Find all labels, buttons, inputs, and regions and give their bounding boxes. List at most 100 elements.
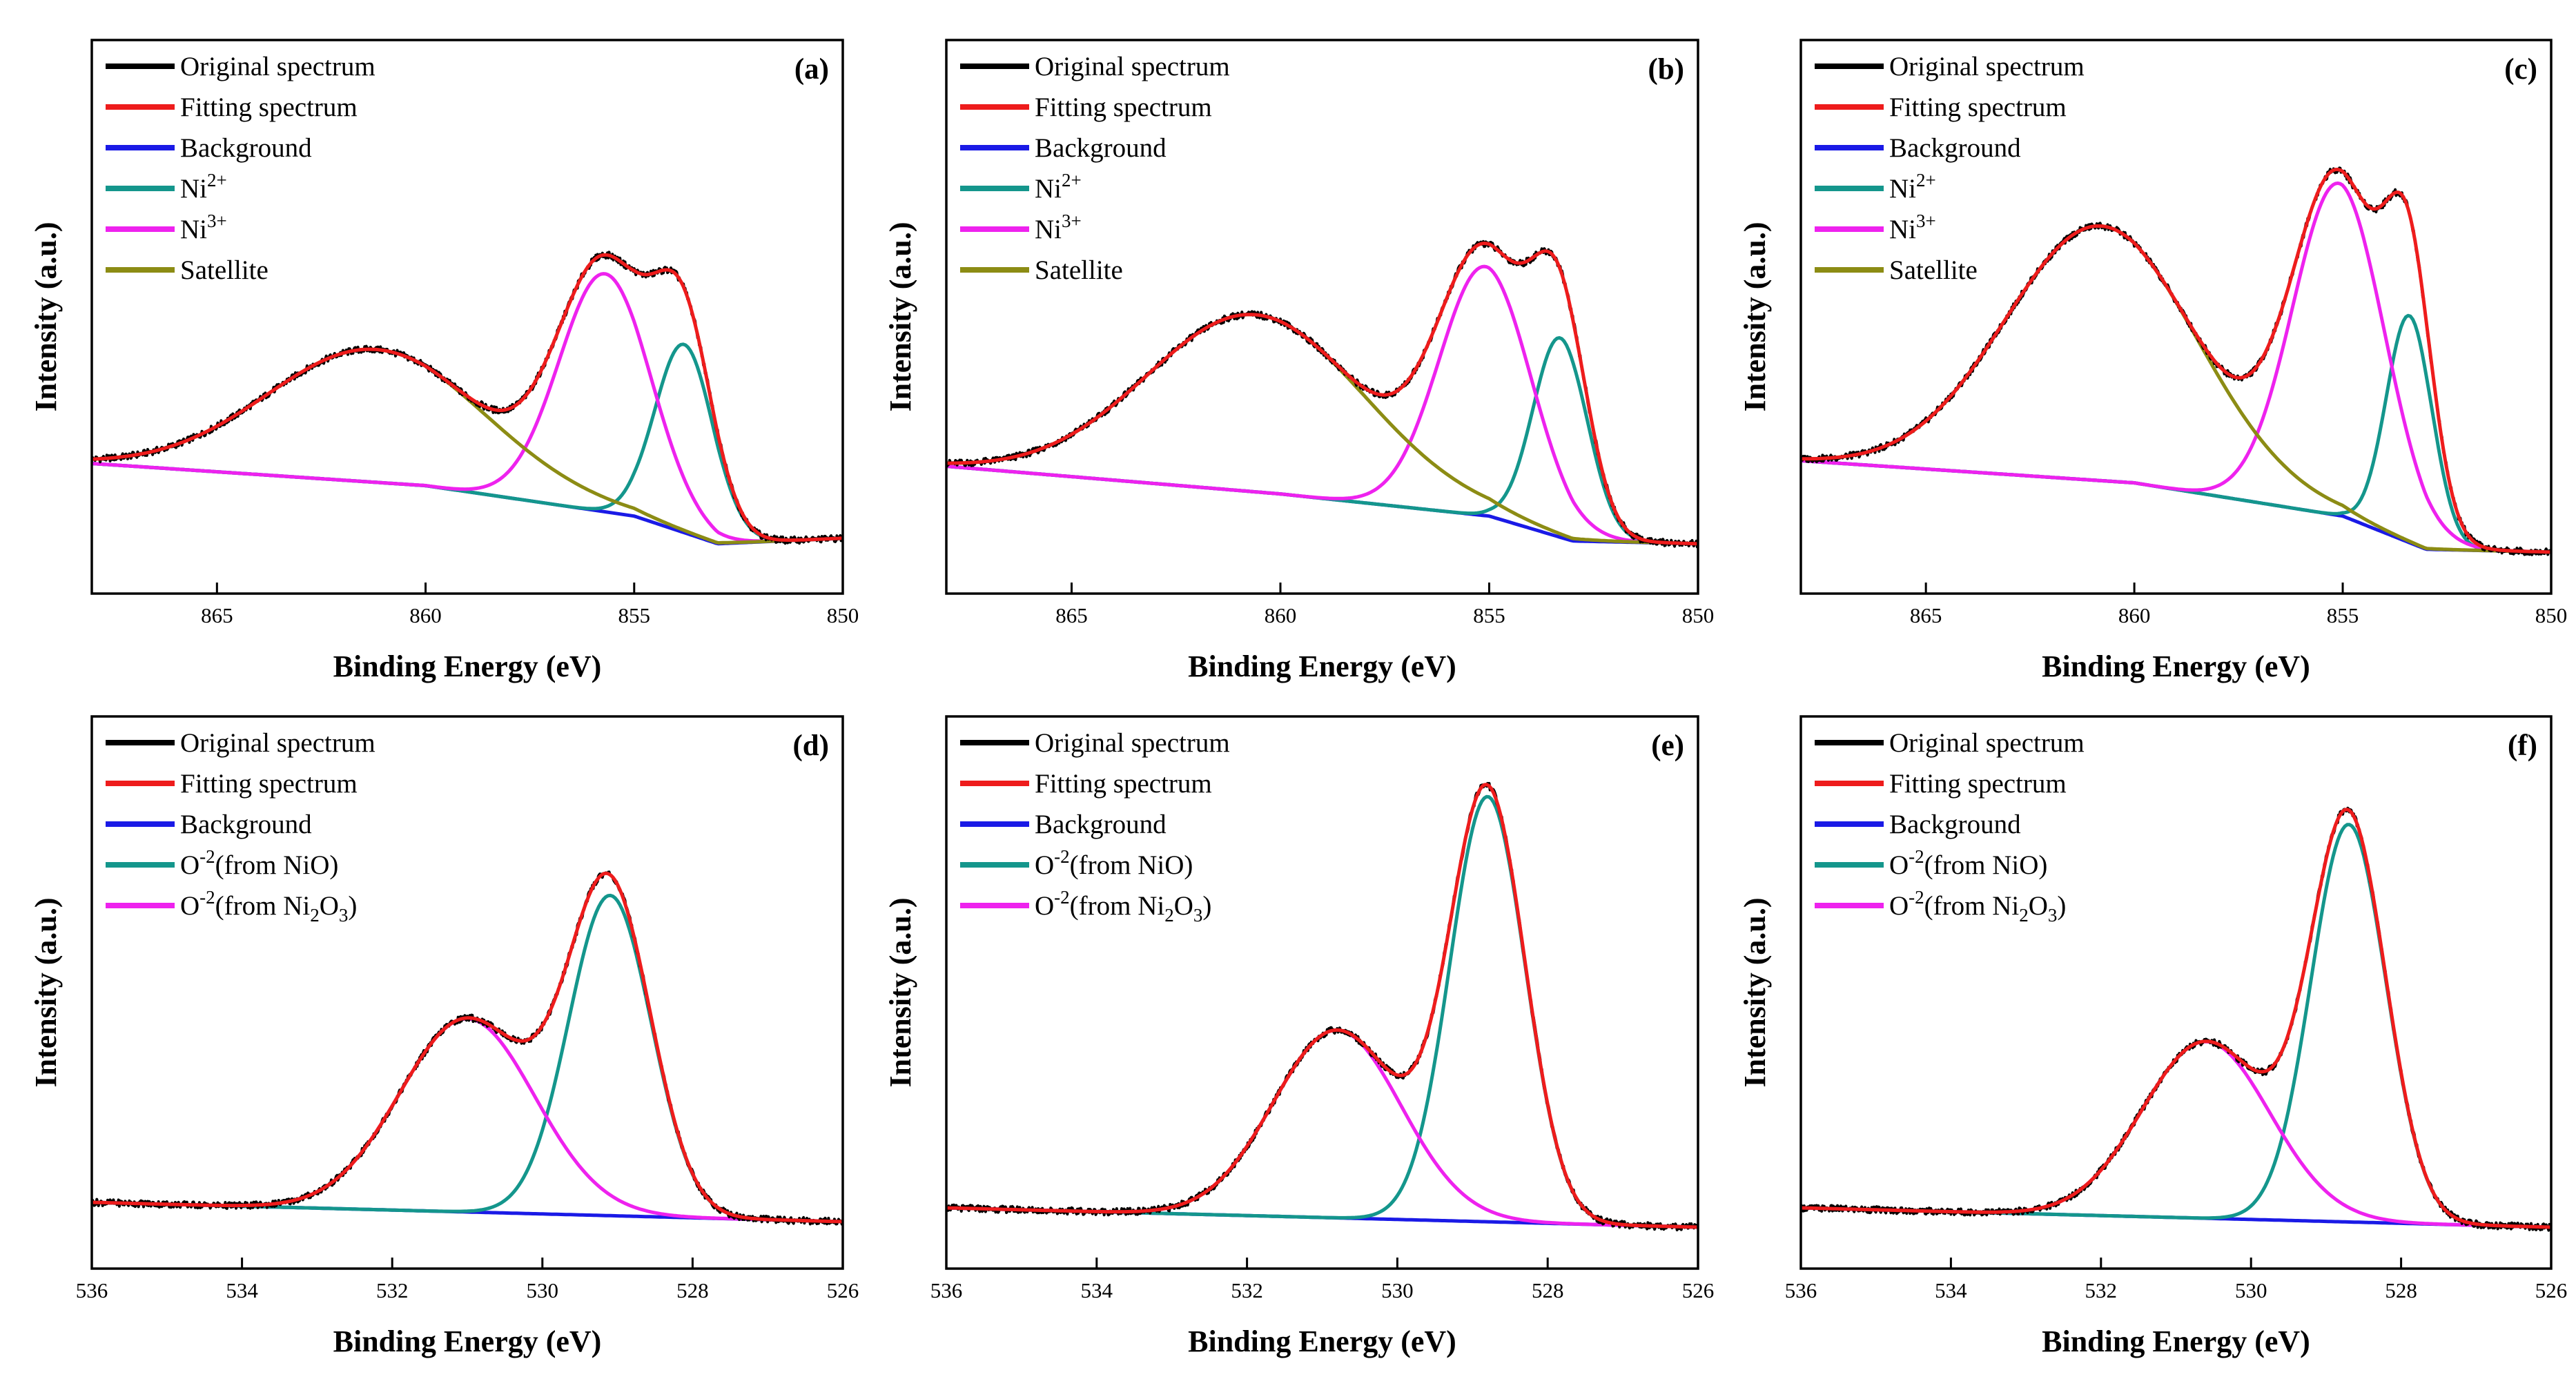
x-tick-label: 855 xyxy=(618,603,651,627)
component-curve-2 xyxy=(946,1028,1698,1229)
axis-frame xyxy=(90,715,844,1270)
background-curve xyxy=(92,462,843,546)
x-tick-label: 528 xyxy=(2385,1278,2417,1302)
legend-label-3: Background xyxy=(180,810,312,839)
chart-panel-c: 865 860 855 850 Binding Energy (eV) Intensity… xyxy=(1738,39,2568,683)
chart-panel-d: 536 534 532 530 528 526 Binding Energy (eV) Int… xyxy=(29,715,859,1358)
legend-label-2: Fitting spectrum xyxy=(1035,92,1212,122)
legend-label-1: Original spectrum xyxy=(1035,728,1230,758)
panel-label: (a) xyxy=(794,53,829,86)
legend: Original spectrum Fitting spectrum Backgro… xyxy=(1815,52,2085,285)
original-spectrum-curve xyxy=(1801,806,2551,1232)
x-tick-label: 532 xyxy=(2085,1278,2118,1302)
x-tick-label: 855 xyxy=(2327,603,2359,627)
plot-area xyxy=(1801,166,2551,556)
component-curve-1 xyxy=(1801,823,2551,1229)
x-tick-label: 528 xyxy=(1532,1278,1564,1302)
chart-panel-f: 536 534 532 530 528 526 Binding Energy (eV) Int… xyxy=(1738,715,2568,1358)
fitting-spectrum-curve xyxy=(1801,168,2551,554)
panel-label: (f) xyxy=(2508,730,2537,762)
legend: Original spectrum Fitting spectrum Backgro… xyxy=(1815,728,2085,926)
legend-label-1: Original spectrum xyxy=(1889,728,2085,758)
x-tick-label: 534 xyxy=(226,1278,258,1302)
component-curve-3 xyxy=(92,347,843,545)
legend-label-6: Satellite xyxy=(180,255,269,285)
axis-frame xyxy=(945,39,1699,595)
chart-panel-b: 865 860 855 850 Binding Energy (eV) Intensity… xyxy=(884,39,1715,683)
panel-label: (c) xyxy=(2504,53,2537,86)
x-axis-title: Binding Energy (eV) xyxy=(2042,649,2310,683)
component-curve-1 xyxy=(92,893,843,1224)
legend-label-4: O-2(from NiO) xyxy=(1889,846,2047,880)
legend-label-4: Ni2+ xyxy=(1889,170,1936,204)
axis-frame xyxy=(1799,39,2553,595)
legend-label-5: Ni3+ xyxy=(1889,211,1936,244)
y-axis-title: Intensity (a.u.) xyxy=(1738,897,1772,1087)
x-tick-label: 534 xyxy=(1935,1278,1967,1302)
legend-label-4: O-2(from NiO) xyxy=(1035,846,1193,880)
legend-label-3: Background xyxy=(1889,133,2021,163)
x-tick-label: 860 xyxy=(2118,603,2151,627)
legend-label-5: Ni3+ xyxy=(180,211,227,244)
x-tick-label: 530 xyxy=(527,1278,559,1302)
fitting-spectrum-curve xyxy=(946,242,1698,546)
x-tick-label: 850 xyxy=(2535,603,2568,627)
y-axis-title: Intensity (a.u.) xyxy=(1738,222,1772,411)
x-tick-label: 855 xyxy=(1473,603,1505,627)
x-tick-label: 532 xyxy=(1231,1278,1263,1302)
axis-frame xyxy=(1799,715,2553,1270)
fitting-spectrum-curve xyxy=(92,253,843,543)
x-tick-label: 850 xyxy=(1682,603,1715,627)
legend-label-4: Ni2+ xyxy=(180,170,227,204)
x-axis-title: Binding Energy (eV) xyxy=(2042,1325,2310,1358)
plot-area xyxy=(946,781,1698,1231)
legend-label-3: Background xyxy=(180,133,312,163)
legend-label-1: Original spectrum xyxy=(180,728,375,758)
x-tick-label: 532 xyxy=(376,1278,409,1302)
component-curve-1 xyxy=(92,342,843,543)
fitting-spectrum-curve xyxy=(946,783,1698,1229)
x-tick-label: 536 xyxy=(1785,1278,1817,1302)
x-tick-label: 534 xyxy=(1081,1278,1113,1302)
fitting-spectrum-curve xyxy=(92,871,843,1224)
legend-label-3: Background xyxy=(1035,133,1167,163)
legend-label-3: Background xyxy=(1889,810,2021,839)
panel-label: (d) xyxy=(792,730,829,762)
legend-label-1: Original spectrum xyxy=(1889,52,2085,81)
x-tick-label: 530 xyxy=(2235,1278,2267,1302)
component-curve-2 xyxy=(946,264,1698,546)
y-axis-title: Intensity (a.u.) xyxy=(29,897,63,1087)
original-spectrum-curve xyxy=(92,870,843,1226)
y-axis-title: Intensity (a.u.) xyxy=(29,222,63,411)
chart-panel-e: 536 534 532 530 528 526 Binding Energy (eV) Int… xyxy=(884,715,1714,1358)
x-axis-title: Binding Energy (eV) xyxy=(333,1325,602,1358)
legend-label-3: Background xyxy=(1035,810,1167,839)
legend-label-2: Fitting spectrum xyxy=(1889,92,2067,122)
x-tick-label: 526 xyxy=(2535,1278,2568,1302)
legend: Original spectrum Fitting spectrum Backgro… xyxy=(960,728,1230,926)
component-curve-2 xyxy=(92,272,843,543)
x-tick-label: 526 xyxy=(827,1278,859,1302)
x-tick-label: 865 xyxy=(1910,603,1942,627)
y-axis-title: Intensity (a.u.) xyxy=(884,222,917,411)
plot-area xyxy=(946,240,1698,549)
legend-label-5: Ni3+ xyxy=(1035,211,1082,244)
x-tick-label: 528 xyxy=(676,1278,709,1302)
component-curve-2 xyxy=(1801,181,2551,554)
x-tick-label: 860 xyxy=(409,603,442,627)
x-axis-title: Binding Energy (eV) xyxy=(1188,649,1456,683)
fitting-spectrum-curve xyxy=(1801,808,2551,1229)
legend-label-2: Fitting spectrum xyxy=(180,769,358,799)
legend-label-6: Satellite xyxy=(1889,255,1978,285)
legend-label-2: Fitting spectrum xyxy=(1889,769,2067,799)
panel-label: (e) xyxy=(1651,730,1684,762)
component-curve-2 xyxy=(92,1017,843,1224)
background-curve xyxy=(1801,459,2551,554)
panel-label: (b) xyxy=(1648,53,1684,86)
legend: Original spectrum Fitting spectrum Backgro… xyxy=(106,728,375,926)
plot-area xyxy=(92,870,843,1226)
y-axis-title: Intensity (a.u.) xyxy=(884,897,917,1087)
chart-panel-a: 865 860 855 850 Binding Energy (eV) Intensity… xyxy=(29,39,859,683)
axis-frame xyxy=(90,39,844,595)
